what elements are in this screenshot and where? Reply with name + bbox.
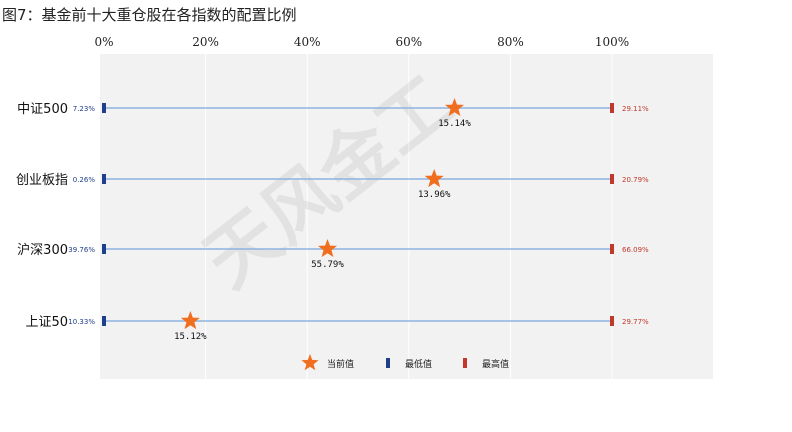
min-marker xyxy=(102,174,106,184)
figure-title: 图7：基金前十大重仓股在各指数的配置比例 xyxy=(2,6,297,24)
category-label: 创业板指 xyxy=(16,173,68,188)
current-star-marker xyxy=(424,169,444,188)
data-row: 上证50 10.33% 29.77% 15.12% xyxy=(25,311,649,342)
max-value-label: 66.09% xyxy=(622,246,649,254)
legend-label: 当前值 xyxy=(327,358,354,370)
current-value-label: 15.14% xyxy=(438,119,471,129)
max-value-label: 20.79% xyxy=(622,176,649,184)
current-star-marker xyxy=(445,98,464,117)
min-marker xyxy=(102,103,106,113)
data-row: 创业板指 0.26% 20.79% 13.96% xyxy=(16,169,649,200)
min-marker xyxy=(102,316,106,326)
legend-label: 最低值 xyxy=(405,358,432,370)
category-label: 中证500 xyxy=(17,102,68,117)
legend-label: 最高值 xyxy=(482,358,509,370)
legend-max-icon xyxy=(463,358,467,368)
current-star-marker xyxy=(180,311,200,330)
min-value-label: 39.76% xyxy=(68,246,95,254)
data-rows: 中证500 7.23% 29.11% 15.14% 创业板指 0.26% 20.79% 13.… xyxy=(16,98,649,342)
x-tick-label: 100% xyxy=(595,35,629,49)
legend: 当前值 最低值 最高值 xyxy=(301,354,509,371)
min-value-label: 7.23% xyxy=(73,105,96,113)
x-tick-labels: 0% 20% 40% 60% 80% 100% xyxy=(94,35,629,49)
current-value-label: 13.96% xyxy=(418,190,451,200)
min-value-label: 10.33% xyxy=(68,318,95,326)
data-row: 沪深300 39.76% 66.09% 55.79% xyxy=(17,239,649,270)
x-tick-label: 40% xyxy=(294,35,321,49)
max-marker xyxy=(610,103,614,113)
max-value-label: 29.77% xyxy=(622,318,649,326)
legend-star-icon xyxy=(301,354,319,371)
max-marker xyxy=(610,316,614,326)
max-marker xyxy=(610,174,614,184)
category-label: 上证50 xyxy=(25,315,68,330)
x-tick-label: 80% xyxy=(497,35,524,49)
current-star-marker xyxy=(318,239,337,258)
x-tick-label: 60% xyxy=(395,35,422,49)
current-value-label: 55.79% xyxy=(311,260,344,270)
x-tick-label: 0% xyxy=(94,35,113,49)
min-marker xyxy=(102,244,106,254)
min-value-label: 0.26% xyxy=(73,176,96,184)
data-row: 中证500 7.23% 29.11% 15.14% xyxy=(17,98,649,129)
max-value-label: 29.11% xyxy=(622,105,649,113)
category-label: 沪深300 xyxy=(17,242,68,258)
max-marker xyxy=(610,244,614,254)
x-tick-label: 20% xyxy=(192,35,219,49)
legend-min-icon xyxy=(386,358,390,368)
current-value-label: 15.12% xyxy=(174,332,207,342)
